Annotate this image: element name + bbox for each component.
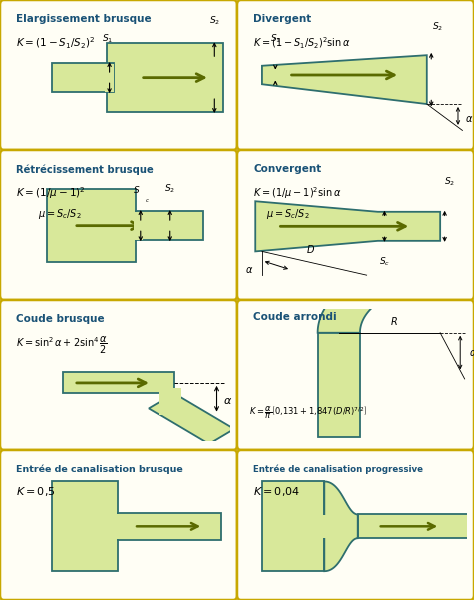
Bar bbox=[116, 514, 125, 539]
Polygon shape bbox=[324, 481, 358, 571]
Polygon shape bbox=[262, 55, 427, 104]
Text: $K = (1-S_1/S_2)^2\sin\alpha$: $K = (1-S_1/S_2)^2\sin\alpha$ bbox=[253, 35, 351, 51]
Bar bbox=[52, 481, 118, 571]
Text: $K = 0{,}04$: $K = 0{,}04$ bbox=[253, 485, 300, 499]
Bar bbox=[107, 43, 223, 112]
Text: $K = \sin^2\alpha + 2\sin^4\dfrac{\alpha}{2}$: $K = \sin^2\alpha + 2\sin^4\dfrac{\alpha… bbox=[16, 335, 108, 356]
Text: Entrée de canalisation progressive: Entrée de canalisation progressive bbox=[253, 464, 423, 474]
Bar bbox=[255, 260, 440, 285]
Text: Convergent: Convergent bbox=[253, 164, 321, 174]
Text: $K = \dfrac{\alpha}{\pi}\left[0{,}131+1{,}847(D/R)^{7/2}\right]$: $K = \dfrac{\alpha}{\pi}\left[0{,}131+1{… bbox=[248, 404, 366, 421]
Text: $S$: $S$ bbox=[133, 184, 141, 196]
Polygon shape bbox=[255, 201, 440, 251]
Text: $K = (1/\mu - 1)^2$: $K = (1/\mu - 1)^2$ bbox=[16, 185, 86, 201]
Text: $S_2$: $S_2$ bbox=[164, 183, 175, 196]
Bar bbox=[356, 260, 378, 285]
Bar bbox=[358, 514, 469, 538]
Text: Divergent: Divergent bbox=[253, 14, 311, 24]
Text: $S_1$: $S_1$ bbox=[270, 32, 281, 44]
Bar bbox=[159, 388, 181, 415]
Text: Coude brusque: Coude brusque bbox=[16, 314, 105, 324]
Text: $\alpha$: $\alpha$ bbox=[465, 113, 473, 124]
Bar bbox=[47, 190, 137, 262]
Text: $S_2$: $S_2$ bbox=[444, 176, 455, 188]
Bar bbox=[318, 333, 360, 437]
Text: Elargissement brusque: Elargissement brusque bbox=[16, 14, 152, 24]
Text: $\mu = S_c/S_2$: $\mu = S_c/S_2$ bbox=[266, 206, 310, 221]
Bar bbox=[118, 513, 221, 539]
Text: $\alpha$: $\alpha$ bbox=[223, 397, 232, 406]
Polygon shape bbox=[318, 260, 440, 333]
Text: $S_2$: $S_2$ bbox=[209, 15, 220, 28]
Bar bbox=[105, 64, 114, 91]
Bar bbox=[52, 63, 114, 92]
Text: $K = 0{,}5$: $K = 0{,}5$ bbox=[16, 485, 55, 499]
Text: $R$: $R$ bbox=[390, 316, 398, 328]
Polygon shape bbox=[63, 373, 174, 394]
Bar bbox=[322, 515, 329, 538]
Bar bbox=[262, 481, 324, 571]
Text: $_c$: $_c$ bbox=[145, 196, 150, 205]
Text: Rétrécissement brusque: Rétrécissement brusque bbox=[16, 164, 154, 175]
Text: $K = (1-S_1/S_2)^2$: $K = (1-S_1/S_2)^2$ bbox=[16, 35, 95, 51]
Text: $S_2$: $S_2$ bbox=[432, 20, 444, 33]
Text: $S_1$: $S_1$ bbox=[102, 32, 113, 44]
Text: $\mu = S_c/S_2$: $\mu = S_c/S_2$ bbox=[38, 206, 82, 221]
Text: $\alpha$: $\alpha$ bbox=[245, 265, 253, 275]
Text: $D$: $D$ bbox=[306, 243, 316, 255]
Polygon shape bbox=[149, 394, 234, 444]
Bar bbox=[134, 212, 143, 239]
Bar bbox=[137, 211, 203, 240]
Text: $\alpha$: $\alpha$ bbox=[469, 347, 474, 358]
Text: Coude arrondi: Coude arrondi bbox=[253, 311, 337, 322]
Text: $K = (1/\mu - 1)^2\sin\alpha$: $K = (1/\mu - 1)^2\sin\alpha$ bbox=[253, 185, 341, 201]
Text: $S_c$: $S_c$ bbox=[379, 256, 390, 268]
Text: Entrée de canalisation brusque: Entrée de canalisation brusque bbox=[16, 464, 183, 474]
Bar bbox=[318, 275, 360, 288]
